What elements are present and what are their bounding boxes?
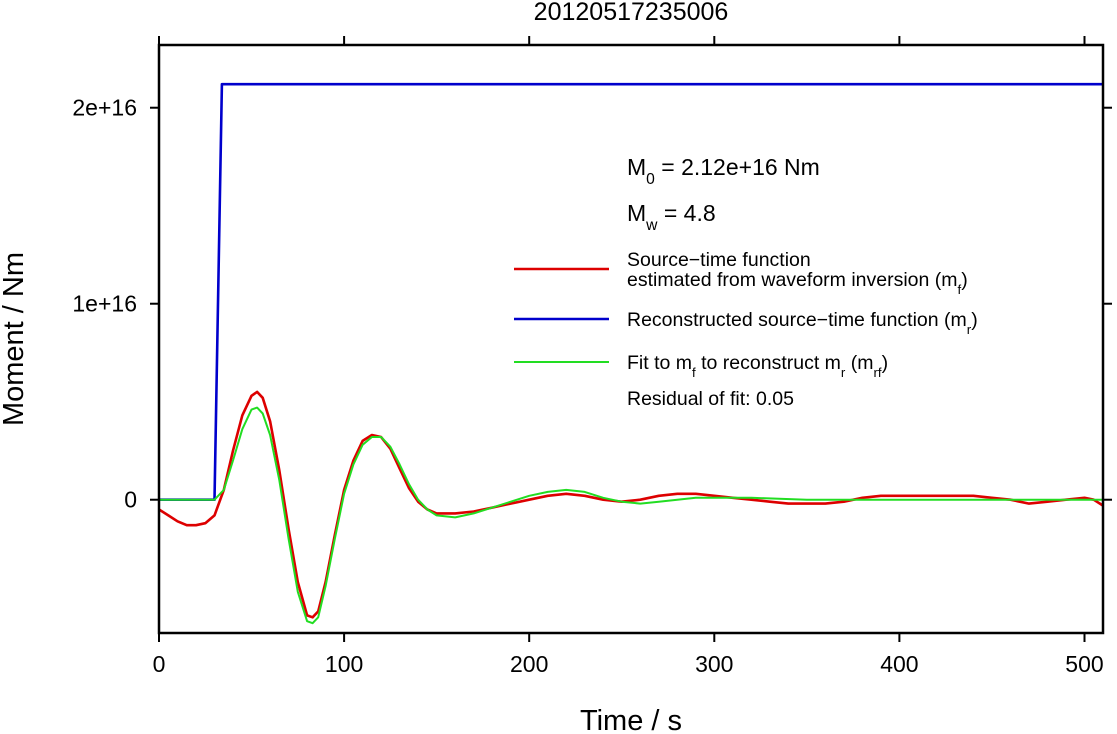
chart-title: 20120517235006 — [534, 0, 729, 26]
annotations: M0 = 2.12e+16 Nm Mw = 4.8 Residual of fit:… — [627, 154, 820, 410]
x-tick-label: 300 — [695, 651, 733, 677]
legend-label-mrf: Fit to mf to reconstruct mr (mrf) — [627, 352, 888, 380]
x-tick-label: 200 — [510, 651, 548, 677]
series-mrf-line — [159, 406, 1103, 625]
legend-label-mr: Reconstructed source−time function (mr) — [627, 309, 978, 337]
x-tick-label: 500 — [1065, 651, 1103, 677]
y-axis-label: Moment / Nm — [0, 252, 30, 426]
x-axis-label: Time / s — [580, 705, 682, 734]
mw-annotation: Mw = 4.8 — [627, 200, 716, 234]
x-tick-label: 100 — [325, 651, 363, 677]
y-tick-label: 1e+16 — [72, 291, 137, 317]
series-mr-line — [159, 82, 1103, 501]
series-mf-line — [159, 390, 1103, 619]
m0-annotation: M0 = 2.12e+16 Nm — [627, 154, 820, 188]
y-tick-label: 0 — [124, 487, 137, 513]
x-tick-label: 400 — [880, 651, 918, 677]
x-tick-label: 0 — [153, 651, 166, 677]
legend-label-mf-2: estimated from waveform inversion (mf) — [627, 269, 968, 297]
x-axis: 0 100 200 300 400 500 — [153, 36, 1104, 677]
y-axis: 0 1e+16 2e+16 — [72, 95, 1112, 513]
y-tick-label: 2e+16 — [72, 95, 137, 121]
residual-annotation: Residual of fit: 0.05 — [627, 388, 794, 410]
plot-lines — [159, 82, 1103, 625]
legend-label-mf: Source−time function — [627, 249, 811, 271]
plot-frame — [157, 43, 1105, 635]
